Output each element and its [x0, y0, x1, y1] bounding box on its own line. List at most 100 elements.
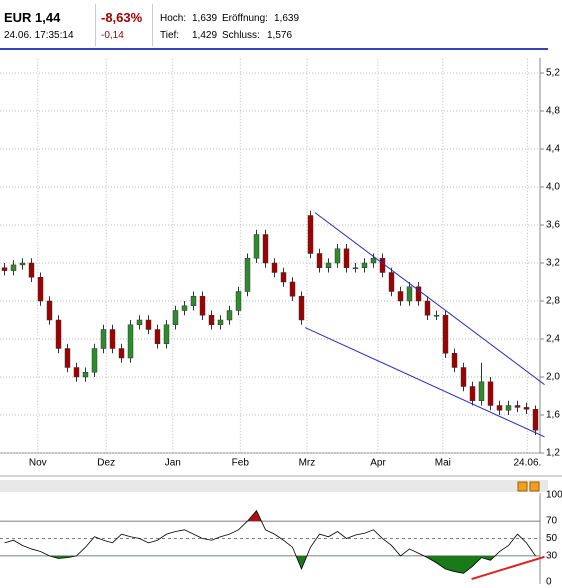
x-tick-label: Mai — [435, 458, 451, 469]
open: 1,639 — [274, 13, 300, 24]
y-tick-label: 4,8 — [546, 106, 560, 117]
candle-body — [451, 353, 458, 368]
candle-body — [280, 272, 287, 283]
candle-body — [352, 267, 359, 269]
close: 1,576 — [267, 30, 293, 41]
y-tick-label: 70 — [546, 516, 558, 527]
candle-body — [28, 262, 35, 278]
candle-body — [1, 267, 8, 271]
y-tick-label: 3,2 — [546, 258, 560, 269]
y-tick-label: 100 — [546, 490, 562, 501]
oversold-fill — [49, 555, 495, 574]
candle-body — [226, 310, 233, 321]
candle-body — [235, 291, 242, 311]
x-tick-label: Jan — [165, 458, 181, 469]
candle-body — [487, 381, 494, 406]
candle-body — [505, 405, 512, 411]
x-tick-label: Nov — [29, 458, 47, 469]
candle-body — [253, 234, 260, 259]
symbol: EUR 1,44 — [4, 10, 61, 25]
y-tick-label: 30 — [546, 551, 558, 562]
candle-body — [136, 319, 143, 325]
candle-body — [19, 262, 26, 266]
candle-body — [289, 281, 296, 297]
candle-body — [172, 310, 179, 325]
x-tick-label: Mrz — [299, 458, 316, 469]
separator — [152, 4, 153, 46]
candle-body — [478, 381, 485, 401]
candle-body — [442, 315, 449, 354]
candle-body — [118, 348, 125, 359]
candle-body — [64, 348, 71, 368]
change-pct: -8,63% — [101, 10, 143, 25]
panel-icon[interactable] — [517, 481, 528, 492]
y-tick-label: 4,4 — [546, 144, 560, 155]
x-tick-label: Dez — [97, 458, 115, 469]
x-tick-label: 24.06. — [513, 458, 541, 469]
high: 1,639 — [192, 13, 218, 24]
candle-body — [496, 405, 503, 411]
candle-body — [91, 348, 98, 373]
y-tick-label: 2,0 — [546, 372, 560, 383]
change-abs: -0,14 — [101, 30, 124, 41]
candle-body — [208, 315, 215, 325]
candle-body — [199, 296, 206, 316]
candle-body — [415, 286, 422, 302]
candle-body — [460, 367, 467, 387]
y-tick-label: 1,2 — [546, 448, 560, 459]
candle-body — [55, 319, 62, 349]
candle-body — [100, 329, 107, 349]
candle-body — [325, 262, 332, 268]
candle-body — [10, 264, 17, 271]
quote-header: EUR 1,44 24.06. 17:35:14 -8,63% -0,14 Ho… — [0, 0, 562, 50]
candle-body — [532, 409, 539, 431]
candle-body — [46, 300, 53, 321]
trendline — [314, 212, 545, 386]
candle-body — [514, 405, 521, 408]
close-label: Schluss: — [222, 30, 260, 41]
open-label: Eröffnung: — [222, 13, 268, 24]
y-tick-label: 0 — [546, 577, 552, 588]
low: 1,429 — [192, 30, 218, 41]
candle-body — [523, 407, 530, 410]
candle-body — [343, 248, 350, 268]
overbought-fill — [247, 510, 262, 522]
candle-body — [217, 319, 224, 325]
y-tick-label: 1,6 — [546, 410, 560, 421]
candle-body — [271, 262, 278, 273]
x-tick-label: Feb — [232, 458, 250, 469]
candle-body — [469, 386, 476, 401]
y-tick-label: 5,2 — [546, 68, 560, 79]
y-tick-label: 50 — [546, 533, 558, 544]
candle-body — [82, 372, 89, 378]
trendline — [304, 327, 545, 438]
candle-body — [262, 234, 269, 264]
candle-body — [424, 300, 431, 316]
candle-body — [190, 296, 197, 306]
candle-body — [406, 286, 413, 302]
header-rule — [0, 48, 548, 50]
candle-body — [298, 296, 305, 321]
candle-body — [397, 291, 404, 302]
candle-body — [109, 329, 116, 349]
candle-body — [163, 324, 170, 344]
trendline — [471, 555, 545, 580]
candle-body — [154, 329, 161, 344]
high-label: Hoch: — [160, 13, 187, 24]
panel-strip — [0, 480, 548, 492]
candle-body — [334, 248, 341, 264]
y-tick-label: 4,0 — [546, 182, 560, 193]
separator — [95, 4, 96, 46]
candle-body — [361, 262, 368, 268]
panel-icon[interactable] — [529, 481, 540, 492]
y-tick-label: 2,4 — [546, 334, 560, 345]
candle-body — [73, 367, 80, 378]
low-label: Tief: — [160, 30, 180, 41]
timestamp: 24.06. 17:35:14 — [4, 30, 74, 41]
candle-body — [244, 258, 251, 292]
candle-body — [388, 272, 395, 292]
candle-body — [370, 258, 377, 264]
candle-body — [127, 324, 134, 359]
